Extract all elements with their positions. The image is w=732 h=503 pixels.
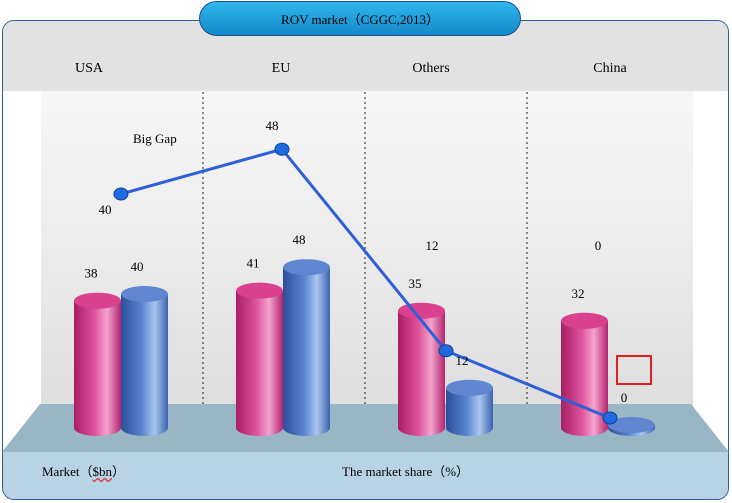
legend-market-close: ） [112,464,126,479]
bar-share-2 [446,379,493,436]
category-label-usa: USA [75,61,104,76]
category-label-china: China [593,61,627,76]
chart-title: ROV market（CGGC,2013） [199,1,521,36]
share-line-point-1 [274,142,290,156]
legend-share: The market share（%） [342,464,470,479]
share-line-value-0: 40 [99,202,112,217]
bar-market-3 [561,312,608,436]
legend-market-unit: $bn [92,464,113,479]
bar-market-value-3: 32 [572,286,585,301]
bar-market-value-2: 35 [409,276,422,291]
bar-share-value-2: 12 [456,353,469,368]
bar-market-value-0: 38 [85,266,98,281]
highlight-box [616,355,652,385]
share-line-value-1: 48 [266,118,279,133]
legend-band [3,451,728,499]
share-line [120,147,611,420]
bar-market-0 [74,292,121,436]
category-label-eu: EU [272,61,291,76]
legend-market: Market（$bn） [42,461,125,480]
bar-share-value-3: 0 [621,390,628,405]
share-line-value-2: 12 [426,238,439,253]
legend-market-label: Market（ [42,464,93,479]
bar-share-0 [121,286,168,436]
category-label-others: Others [412,61,449,76]
annotation-big-gap: Big Gap [133,131,177,146]
bar-share-1 [283,259,330,436]
bar-share-value-0: 40 [131,259,144,274]
bar-share-value-1: 48 [293,232,306,247]
share-line-point-3 [602,411,618,425]
chart-floor [2,404,729,452]
share-line-point-2 [438,344,454,358]
bar-share-3 [608,417,655,436]
bar-market-value-1: 41 [247,256,260,271]
bar-market-1 [236,282,283,436]
share-line-value-3: 0 [595,238,602,253]
share-line-point-0 [113,187,129,201]
